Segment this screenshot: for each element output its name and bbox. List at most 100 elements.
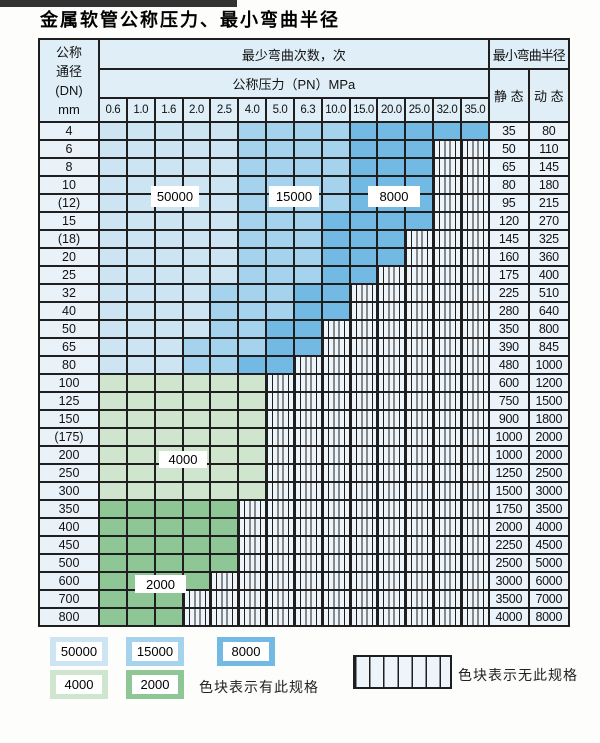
- spec-cell-b50000: [210, 248, 239, 266]
- dynamic-value: 110: [528, 140, 569, 158]
- spec-cell-g2000: [99, 572, 127, 590]
- no-spec-cell: [405, 536, 434, 554]
- dynamic-value: 845: [528, 338, 569, 356]
- spec-cell-g2000: [210, 554, 239, 572]
- spec-cell-b15000: [293, 122, 322, 140]
- no-spec-cell: [460, 140, 489, 158]
- dn-row-label: 250: [39, 464, 99, 482]
- no-spec-cell: [460, 518, 489, 536]
- spec-cell-b15000: [210, 356, 239, 374]
- no-spec-cell: [293, 410, 322, 428]
- spec-cell-g2000: [182, 554, 211, 572]
- no-spec-cell: [433, 356, 461, 374]
- dynamic-value: 2500: [528, 464, 569, 482]
- no-spec-cell: [377, 572, 406, 590]
- spec-cell-g2000: [182, 536, 211, 554]
- no-spec-cell: [293, 446, 322, 464]
- dynamic-value: 4500: [528, 536, 569, 554]
- no-spec-cell: [460, 428, 489, 446]
- no-spec-cell: [433, 230, 461, 248]
- static-value: 145: [488, 230, 529, 248]
- spec-cell-g4000: [99, 428, 127, 446]
- spec-cell-b15000: [238, 248, 267, 266]
- no-spec-cell: [210, 608, 239, 626]
- spec-cell-g2000: [154, 500, 183, 518]
- spec-cell-g4000: [182, 392, 211, 410]
- no-spec-cell: [405, 248, 434, 266]
- legend-chip-b8000: 8000: [217, 637, 275, 666]
- spec-cell-g2000: [99, 590, 127, 608]
- spec-cell-g2000: [154, 536, 183, 554]
- dn-row-label: 150: [39, 410, 99, 428]
- spec-cell-g4000: [210, 392, 239, 410]
- dynamic-value: 215: [528, 194, 569, 212]
- dn-corner-line: mm: [58, 101, 80, 117]
- dynamic-value: 360: [528, 248, 569, 266]
- dn-row-label: 80: [39, 356, 99, 374]
- no-spec-cell: [433, 536, 461, 554]
- spec-cell-b8000: [460, 122, 489, 140]
- spec-cell-g4000: [126, 410, 155, 428]
- no-spec-cell: [266, 392, 294, 410]
- no-spec-cell: [293, 608, 322, 626]
- spec-grid: 公称 通径 (DN) mm 最少弯曲次数，次 最小弯曲半径 公称压力（PN）MP…: [39, 39, 569, 626]
- dn-row-label: 50: [39, 320, 99, 338]
- no-spec-cell: [266, 518, 294, 536]
- no-spec-cell: [433, 212, 461, 230]
- no-spec-cell: [349, 392, 378, 410]
- no-spec-cell: [460, 320, 489, 338]
- no-spec-cell: [321, 374, 350, 392]
- no-spec-cell: [210, 590, 239, 608]
- spec-cell-b8000: [293, 284, 322, 302]
- spec-cell-b8000: [266, 320, 294, 338]
- legend-chip-label: 50000: [56, 642, 102, 661]
- region-label: 15000: [269, 186, 319, 207]
- no-spec-cell: [321, 554, 350, 572]
- spec-cell-b15000: [266, 248, 294, 266]
- no-spec-cell: [460, 194, 489, 212]
- no-spec-cell: [460, 500, 489, 518]
- dn-row-label: 200: [39, 446, 99, 464]
- spec-cell-g4000: [210, 374, 239, 392]
- spec-cell-g2000: [126, 500, 155, 518]
- no-spec-cell: [321, 572, 350, 590]
- spec-cell-g4000: [154, 482, 183, 500]
- spec-cell-b15000: [238, 338, 267, 356]
- no-spec-cell: [377, 392, 406, 410]
- static-value: 2500: [488, 554, 529, 572]
- static-value: 3500: [488, 590, 529, 608]
- static-value: 2250: [488, 536, 529, 554]
- spec-cell-b8000: [349, 140, 378, 158]
- no-spec-cell: [293, 392, 322, 410]
- no-spec-cell: [238, 608, 267, 626]
- no-spec-cell: [433, 302, 461, 320]
- spec-cell-g4000: [238, 428, 267, 446]
- no-spec-cell: [405, 590, 434, 608]
- spec-cell-b50000: [182, 284, 211, 302]
- spec-cell-b8000: [405, 158, 434, 176]
- no-spec-cell: [460, 158, 489, 176]
- static-value: 4000: [488, 608, 529, 626]
- no-spec-cell: [321, 608, 350, 626]
- spec-cell-b50000: [182, 140, 211, 158]
- no-spec-cell: [349, 356, 378, 374]
- no-spec-cell: [460, 176, 489, 194]
- spec-cell-g2000: [126, 554, 155, 572]
- spec-cell-b50000: [126, 140, 155, 158]
- spec-cell-g4000: [126, 464, 155, 482]
- no-spec-cell: [405, 392, 434, 410]
- no-spec-cell: [182, 608, 211, 626]
- no-spec-cell: [460, 248, 489, 266]
- no-spec-cell: [349, 608, 378, 626]
- spec-cell-b15000: [238, 302, 267, 320]
- no-spec-cell: [266, 410, 294, 428]
- spec-cell-g4000: [154, 428, 183, 446]
- spec-cell-b50000: [126, 320, 155, 338]
- dn-row-label: 125: [39, 392, 99, 410]
- spec-cell-b8000: [377, 158, 406, 176]
- pressure-col-header: 15.0: [349, 98, 378, 122]
- no-spec-cell: [377, 518, 406, 536]
- no-spec-cell: [377, 446, 406, 464]
- dynamic-header: 动 态: [528, 69, 569, 122]
- spec-cell-b8000: [321, 248, 350, 266]
